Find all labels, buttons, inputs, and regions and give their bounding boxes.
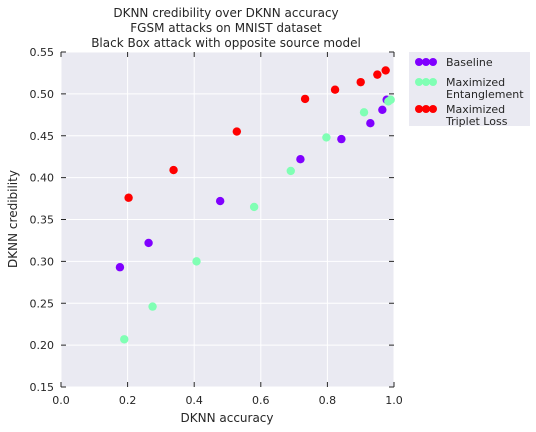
data-point xyxy=(120,335,129,344)
x-tick-label: 0.8 xyxy=(319,394,337,407)
data-point xyxy=(366,118,375,128)
data-point xyxy=(215,196,225,206)
legend-entry: Baseline xyxy=(415,56,493,69)
legend-marker xyxy=(422,78,430,86)
x-axis-label: DKNN accuracy xyxy=(180,411,273,425)
series-group xyxy=(115,95,391,272)
data-point xyxy=(296,155,305,164)
x-tick-label: 0.4 xyxy=(185,394,203,407)
legend-marker xyxy=(429,105,437,113)
legend-marker xyxy=(422,58,430,66)
x-tick-label: 0.0 xyxy=(52,394,70,407)
y-tick-label: 0.45 xyxy=(30,130,55,143)
grid-lines xyxy=(60,51,395,388)
legend: BaselineMaximizedEntanglementMaximizedTr… xyxy=(409,52,530,128)
x-tick-label: 0.6 xyxy=(252,394,270,407)
legend-label: Baseline xyxy=(446,56,493,69)
data-point xyxy=(192,257,201,266)
data-point xyxy=(169,165,178,175)
y-tick-label: 0.35 xyxy=(30,214,55,227)
x-tick-label: 0.2 xyxy=(119,394,137,407)
data-points xyxy=(115,66,395,344)
data-point xyxy=(373,70,382,79)
data-point xyxy=(337,134,346,144)
y-tick-label: 0.15 xyxy=(30,381,55,394)
y-tick-label: 0.30 xyxy=(30,255,55,268)
data-point xyxy=(286,166,295,176)
series-group xyxy=(124,66,390,202)
legend-marker xyxy=(429,58,437,66)
legend-marker xyxy=(429,78,437,86)
y-tick-label: 0.55 xyxy=(30,46,55,59)
axis-ticks: 0.0 0.2 0.4 0.6 0.8 1.0 0.15 0.20 0.25 0.30 0.35 0.… xyxy=(30,46,403,407)
y-tick-label: 0.40 xyxy=(30,172,55,185)
data-point xyxy=(378,105,387,114)
y-tick-label: 0.20 xyxy=(30,339,55,352)
legend-marker xyxy=(415,105,423,113)
title-line-2: FGSM attacks on MNIST dataset xyxy=(130,21,322,35)
data-point xyxy=(356,77,365,87)
legend-label: Triplet Loss xyxy=(445,115,508,128)
data-point xyxy=(381,66,390,75)
data-point xyxy=(249,202,259,212)
series-group xyxy=(120,95,395,344)
data-point xyxy=(144,238,153,248)
data-point xyxy=(300,94,310,104)
x-tick-label: 1.0 xyxy=(385,394,403,407)
legend-marker xyxy=(422,105,430,113)
legend-marker xyxy=(415,78,423,86)
data-point xyxy=(322,133,331,142)
chart-title: DKNN credibility over DKNN accuracy FGSM… xyxy=(91,6,361,50)
y-tick-label: 0.25 xyxy=(30,297,55,310)
data-point xyxy=(115,263,125,272)
data-point xyxy=(124,193,133,202)
data-point xyxy=(330,85,340,94)
y-axis-label: DKNN credibility xyxy=(6,170,20,268)
data-point xyxy=(148,302,157,311)
data-point xyxy=(232,127,242,136)
data-point xyxy=(359,108,369,117)
legend-label: Entanglement xyxy=(446,88,524,101)
title-line-1: DKNN credibility over DKNN accuracy xyxy=(113,6,338,20)
legend-marker xyxy=(415,58,423,66)
title-line-3: Black Box attack with opposite source mo… xyxy=(91,36,361,50)
legend-label: Maximized xyxy=(446,76,505,89)
legend-label: Maximized xyxy=(446,103,505,116)
data-point xyxy=(386,95,395,104)
y-tick-label: 0.50 xyxy=(30,88,55,101)
